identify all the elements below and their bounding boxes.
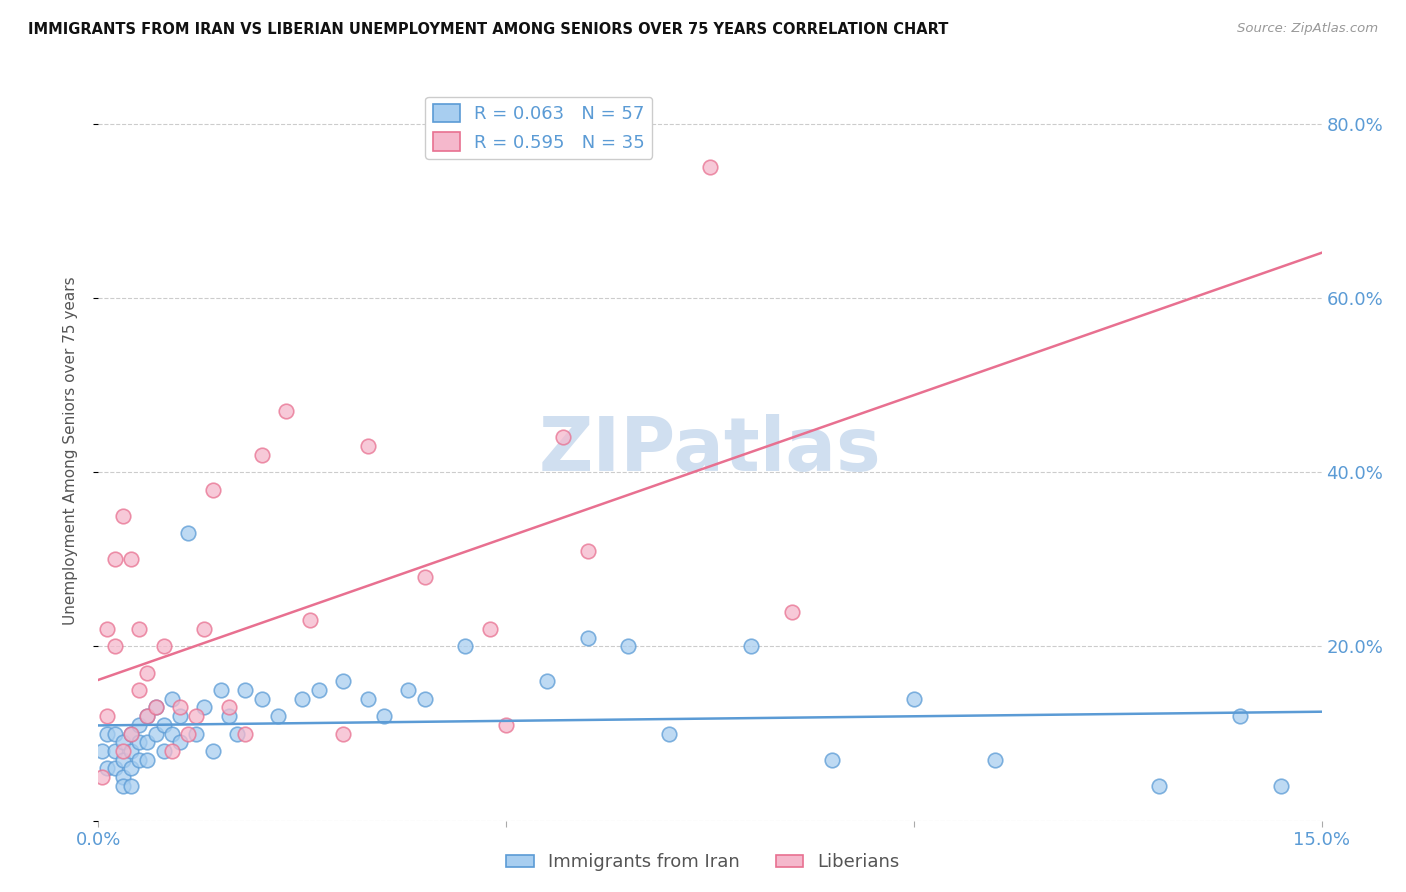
Point bbox=[136, 709, 159, 723]
Text: Source: ZipAtlas.com: Source: ZipAtlas.com bbox=[1237, 22, 1378, 36]
Point bbox=[218, 700, 240, 714]
Point bbox=[576, 543, 599, 558]
Point bbox=[308, 683, 330, 698]
Point bbox=[160, 744, 183, 758]
Point bbox=[120, 726, 142, 740]
Point bbox=[177, 526, 200, 541]
Point bbox=[821, 753, 844, 767]
Point bbox=[160, 726, 183, 740]
Point bbox=[120, 779, 142, 793]
Point bbox=[96, 622, 118, 636]
Point bbox=[104, 744, 127, 758]
Point bbox=[111, 508, 134, 523]
Point bbox=[193, 700, 215, 714]
Point bbox=[177, 726, 200, 740]
Point bbox=[553, 430, 575, 444]
Point bbox=[152, 718, 174, 732]
Point bbox=[396, 683, 419, 698]
Point bbox=[120, 726, 142, 740]
Point bbox=[740, 640, 762, 654]
Point bbox=[145, 726, 167, 740]
Point bbox=[128, 753, 150, 767]
Point bbox=[233, 726, 256, 740]
Point bbox=[218, 709, 240, 723]
Point bbox=[152, 744, 174, 758]
Point bbox=[111, 770, 134, 784]
Point bbox=[1229, 709, 1251, 723]
Point bbox=[576, 631, 599, 645]
Legend: R = 0.063   N = 57, R = 0.595   N = 35: R = 0.063 N = 57, R = 0.595 N = 35 bbox=[426, 96, 652, 159]
Point bbox=[299, 613, 322, 627]
Point bbox=[160, 691, 183, 706]
Point bbox=[169, 735, 191, 749]
Point bbox=[96, 726, 118, 740]
Point bbox=[413, 691, 436, 706]
Point bbox=[111, 744, 134, 758]
Point bbox=[152, 640, 174, 654]
Point bbox=[209, 683, 232, 698]
Point bbox=[1147, 779, 1170, 793]
Y-axis label: Unemployment Among Seniors over 75 years: Unemployment Among Seniors over 75 years bbox=[63, 277, 77, 624]
Point bbox=[1270, 779, 1292, 793]
Point bbox=[104, 726, 127, 740]
Point bbox=[903, 691, 925, 706]
Point bbox=[274, 404, 297, 418]
Point bbox=[136, 665, 159, 680]
Point bbox=[332, 726, 354, 740]
Text: IMMIGRANTS FROM IRAN VS LIBERIAN UNEMPLOYMENT AMONG SENIORS OVER 75 YEARS CORREL: IMMIGRANTS FROM IRAN VS LIBERIAN UNEMPLO… bbox=[28, 22, 949, 37]
Point bbox=[658, 726, 681, 740]
Point bbox=[111, 735, 134, 749]
Text: ZIPatlas: ZIPatlas bbox=[538, 414, 882, 487]
Point bbox=[128, 718, 150, 732]
Point bbox=[356, 439, 378, 453]
Point bbox=[128, 683, 150, 698]
Point bbox=[186, 709, 208, 723]
Point bbox=[169, 709, 191, 723]
Point bbox=[780, 605, 803, 619]
Point bbox=[128, 735, 150, 749]
Point bbox=[250, 448, 273, 462]
Point bbox=[413, 570, 436, 584]
Point bbox=[120, 552, 142, 566]
Point bbox=[291, 691, 314, 706]
Point bbox=[356, 691, 378, 706]
Point bbox=[267, 709, 290, 723]
Point bbox=[984, 753, 1007, 767]
Point bbox=[495, 718, 517, 732]
Point bbox=[250, 691, 273, 706]
Point bbox=[617, 640, 640, 654]
Point bbox=[104, 552, 127, 566]
Point bbox=[104, 640, 127, 654]
Point bbox=[699, 161, 721, 175]
Point bbox=[120, 761, 142, 775]
Point bbox=[136, 709, 159, 723]
Point bbox=[332, 674, 354, 689]
Point bbox=[201, 483, 224, 497]
Point bbox=[201, 744, 224, 758]
Point bbox=[454, 640, 477, 654]
Point bbox=[91, 744, 114, 758]
Point bbox=[111, 753, 134, 767]
Point bbox=[91, 770, 114, 784]
Point bbox=[226, 726, 249, 740]
Point bbox=[111, 779, 134, 793]
Point bbox=[169, 700, 191, 714]
Point bbox=[478, 622, 501, 636]
Point bbox=[186, 726, 208, 740]
Point bbox=[145, 700, 167, 714]
Point bbox=[136, 753, 159, 767]
Point bbox=[136, 735, 159, 749]
Point bbox=[233, 683, 256, 698]
Point bbox=[373, 709, 395, 723]
Point bbox=[96, 709, 118, 723]
Point bbox=[96, 761, 118, 775]
Legend: Immigrants from Iran, Liberians: Immigrants from Iran, Liberians bbox=[499, 847, 907, 879]
Point bbox=[120, 744, 142, 758]
Point bbox=[145, 700, 167, 714]
Point bbox=[193, 622, 215, 636]
Point bbox=[128, 622, 150, 636]
Point bbox=[104, 761, 127, 775]
Point bbox=[536, 674, 558, 689]
